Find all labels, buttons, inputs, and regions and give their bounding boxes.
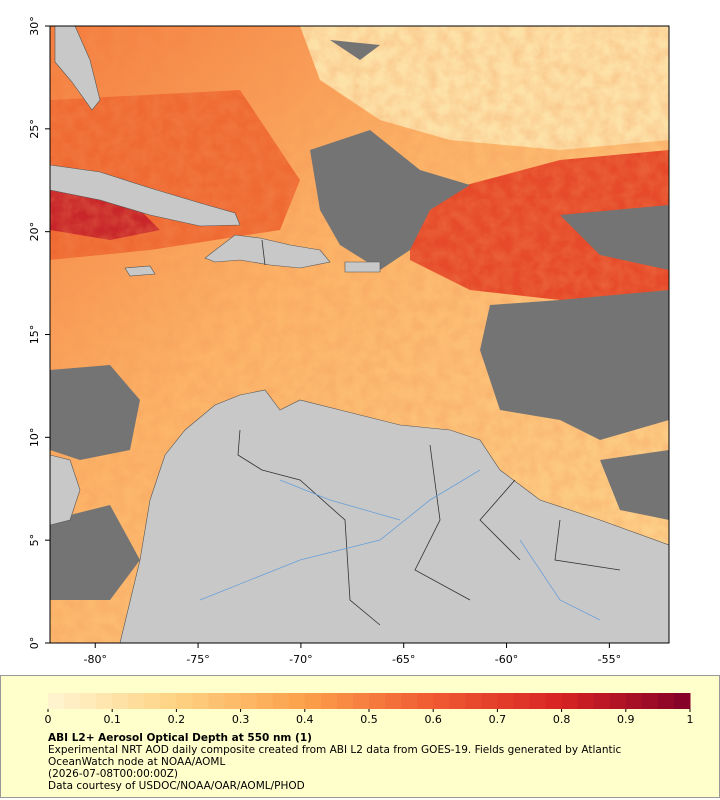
borders <box>237 239 621 626</box>
colorbar-step <box>48 693 65 709</box>
colorbar-step <box>449 693 466 709</box>
x-tick-label: -75° <box>186 653 209 666</box>
colorbar-step <box>144 693 161 709</box>
colorbar-step <box>128 693 145 709</box>
colorbar-step <box>64 693 81 709</box>
colorbar-step <box>513 693 530 709</box>
x-tick-label: -70° <box>289 653 312 666</box>
y-tick-label: 15° <box>28 325 41 345</box>
y-tick-label: 5° <box>28 534 41 547</box>
colorbar-step <box>385 693 402 709</box>
colorbar-step <box>240 693 258 709</box>
legend-panel: 0 0.1 0.2 0.3 0.4 0.5 0.6 0.7 0.8 0.9 1 ABI L2+ Ae… <box>0 675 720 798</box>
colorbar-step <box>304 693 322 709</box>
colorbar-step <box>272 693 290 709</box>
colorbar-step <box>96 693 113 709</box>
y-tick-label: 25° <box>28 119 41 139</box>
colorbar-step <box>481 693 498 709</box>
y-tick-label: 20° <box>28 222 41 242</box>
colorbar-tick-label: 0.2 <box>168 713 186 726</box>
land <box>50 26 669 643</box>
y-tick-label: 10° <box>28 428 41 448</box>
y-tick-label: 0° <box>28 637 41 650</box>
colorbar-step <box>224 693 242 709</box>
colorbar-tick-label: 0.5 <box>360 713 378 726</box>
colorbar-step <box>641 693 659 709</box>
colorbar-tick-label: 0.8 <box>553 713 571 726</box>
colorbar-tick-label: 0.3 <box>232 713 250 726</box>
colorbar-step <box>192 693 209 709</box>
colorbar-tick-label: 1 <box>687 713 694 726</box>
rivers <box>199 469 601 621</box>
map: -80° -75° -70° -65° -60° -55° 0° 5° 10° 15° 20° 25°… <box>28 16 670 666</box>
x-tick-label: -55° <box>598 653 621 666</box>
colorbar-step <box>577 693 595 709</box>
colorbar-step <box>561 693 579 709</box>
map-image <box>50 26 669 643</box>
y-tick-label: 30° <box>28 16 41 36</box>
colorbar-step <box>529 693 547 709</box>
colorbar-step <box>609 693 627 709</box>
colorbar-tick-label: 0.6 <box>424 713 442 726</box>
colorbar-tick-label: 0.9 <box>617 713 635 726</box>
colorbar-tick-label: 0 <box>45 713 52 726</box>
colorbar-tick-label: 0.4 <box>296 713 314 726</box>
colorbar-tick-label: 0.7 <box>489 713 507 726</box>
colorbar: 0 0.1 0.2 0.3 0.4 0.5 0.6 0.7 0.8 0.9 1 <box>45 693 694 726</box>
colorbar-step <box>593 693 611 709</box>
colorbar-step <box>176 693 193 709</box>
credit: Data courtesy of USDOC/NOAA/OAR/AOML/PHO… <box>48 780 305 792</box>
x-tick-label: -80° <box>84 653 107 666</box>
colorbar-step <box>320 693 338 709</box>
product-title: ABI L2+ Aerosol Optical Depth at 550 nm … <box>48 732 312 744</box>
colorbar-step <box>465 693 482 709</box>
description: Experimental NRT AOD daily composite cre… <box>48 744 622 768</box>
colorbar-step <box>160 693 177 709</box>
colorbar-step <box>288 693 306 709</box>
colorbar-step <box>369 693 386 709</box>
colorbar-step <box>401 693 418 709</box>
colorbar-step <box>112 693 129 709</box>
colorbar-step <box>208 693 226 709</box>
colorbar-step <box>545 693 563 709</box>
x-tick-label: -65° <box>392 653 415 666</box>
colorbar-step <box>497 693 514 709</box>
date: (2026-07-08T00:00:00Z) <box>48 768 178 780</box>
colorbar-step <box>80 693 97 709</box>
colorbar-tick-label: 0.1 <box>103 713 121 726</box>
colorbar-step <box>625 693 643 709</box>
colorbar-step <box>256 693 274 709</box>
colorbar-step <box>657 693 675 709</box>
colorbar-step <box>433 693 450 709</box>
colorbar-step <box>336 693 354 709</box>
colorbar-step <box>352 693 370 709</box>
x-tick-label: -60° <box>495 653 518 666</box>
cloud-cover <box>50 40 669 600</box>
legend-text: ABI L2+ Aerosol Optical Depth at 550 nm … <box>48 732 678 792</box>
colorbar-step <box>417 693 434 709</box>
colorbar-step <box>673 693 691 709</box>
